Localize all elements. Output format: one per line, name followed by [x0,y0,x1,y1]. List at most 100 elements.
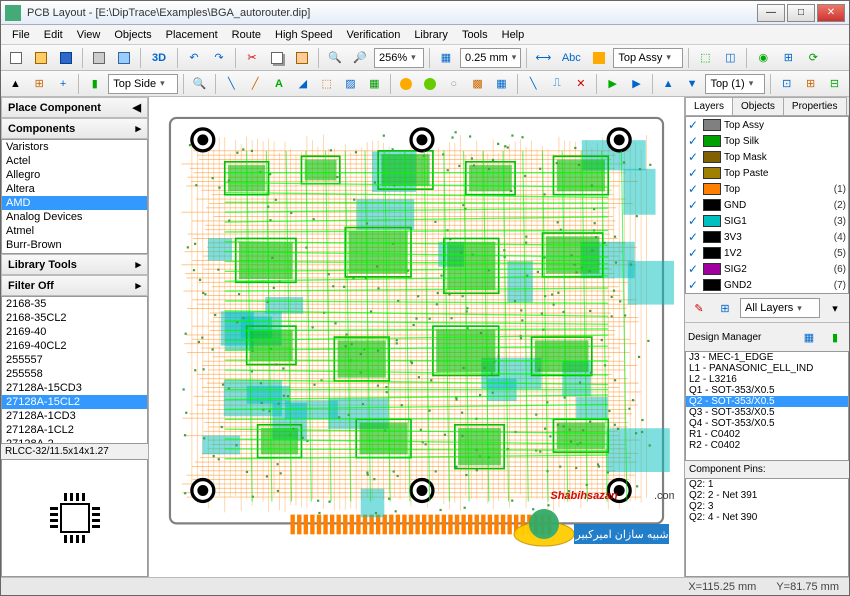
design-manager-list[interactable]: J3 - MEC-1_EDGEL1 - PANASONIC_ELL_INDL2 … [685,351,849,461]
list-item[interactable]: 2169-40CL2 [2,339,147,353]
manufacturer-list[interactable]: VaristorsActelAllegroAlteraAMDAnalog Dev… [1,139,148,254]
list-item[interactable]: Q2: 4 - Net 390 [686,512,848,523]
list-item[interactable]: Burr-Brown [2,238,147,252]
paste-icon[interactable] [291,47,313,69]
route-g-icon[interactable]: ▦ [364,73,385,95]
list-item[interactable]: 27128A-15CD3 [2,381,147,395]
filter-header[interactable]: Filter Off▸ [1,275,148,296]
pad-icon[interactable] [396,73,417,95]
layer-icon[interactable] [588,47,610,69]
abc-button[interactable]: Abc [557,47,585,69]
list-item[interactable]: Actel [2,154,147,168]
pointer-icon[interactable]: ▲ [5,73,26,95]
grid-icon[interactable]: ▦ [435,47,457,69]
trace-a-icon[interactable]: ╲ [523,73,544,95]
play-icon[interactable]: ▶ [602,73,623,95]
route-a-icon[interactable]: ╲ [221,73,242,95]
list-item[interactable]: R2 - C0402 [686,440,848,451]
list-item[interactable]: 2168-35CL2 [2,311,147,325]
menu-placement[interactable]: Placement [159,27,225,43]
undo-icon[interactable]: ↶ [183,47,205,69]
trace-c-icon[interactable]: ✕ [570,73,591,95]
parts-list[interactable]: 2168-352168-35CL22169-402169-40CL2255557… [1,296,148,444]
layer-row[interactable]: ✓1V2(5) [686,245,848,261]
layer-row[interactable]: ✓SIG2(6) [686,261,848,277]
layer-opts-icon[interactable]: ▾ [824,297,846,319]
layer-filter-combo[interactable]: All Layers [740,298,820,318]
new-icon[interactable] [5,47,27,69]
add-icon[interactable]: + [53,73,74,95]
tool-a-icon[interactable]: ⬚ [694,47,716,69]
list-item[interactable]: Q2: 2 - Net 391 [686,490,848,501]
keepout-icon[interactable]: ▦ [491,73,512,95]
layer-row[interactable]: ✓Top(1) [686,181,848,197]
pcb-canvas[interactable]: Shabihsazan .com شبیه سازان امیرکبیر [149,97,684,577]
route-f-icon[interactable]: ▨ [340,73,361,95]
maximize-button[interactable]: □ [787,4,815,22]
list-item[interactable]: R1 - C0402 [686,429,848,440]
component-icon[interactable]: ▮ [84,73,105,95]
list-item[interactable]: 27128A-2 [2,437,147,444]
3d-button[interactable]: 3D [146,47,172,69]
list-item[interactable]: 255557 [2,353,147,367]
layer-row[interactable]: ✓SIG1(3) [686,213,848,229]
zoom-in-icon[interactable]: 🔍 [324,47,346,69]
dm-refresh-icon[interactable]: ▮ [824,326,846,348]
layer-settings-icon[interactable]: ⊞ [714,297,736,319]
find-icon[interactable]: 🔍 [189,73,210,95]
list-item[interactable]: 27128A-15CL2 [2,395,147,409]
redo-icon[interactable]: ↷ [208,47,230,69]
grid-snap-icon[interactable]: ⊞ [29,73,50,95]
measure-icon[interactable]: ⟷ [532,47,554,69]
dm-filter-icon[interactable]: ▦ [798,326,820,348]
layer-up-icon[interactable]: ▲ [658,73,679,95]
list-item[interactable]: L1 - PANASONIC_ELL_IND [686,363,848,374]
print-icon[interactable] [88,47,110,69]
menu-library[interactable]: Library [407,27,455,43]
library-tools-header[interactable]: Library Tools▸ [1,254,148,275]
menu-tools[interactable]: Tools [455,27,495,43]
list-item[interactable]: Altera [2,182,147,196]
list-item[interactable]: 27128A-1CD3 [2,409,147,423]
layer-row[interactable]: ✓GND(2) [686,197,848,213]
tab-layers[interactable]: Layers [685,97,733,115]
tool-c-icon[interactable]: ◉ [752,47,774,69]
list-item[interactable]: Atmel [2,224,147,238]
close-button[interactable]: ✕ [817,4,845,22]
cut-icon[interactable]: ✂ [241,47,263,69]
route-d-icon[interactable]: ◢ [292,73,313,95]
menu-verification[interactable]: Verification [340,27,408,43]
list-item[interactable]: 27128A-1CL2 [2,423,147,437]
list-item[interactable]: 255558 [2,367,147,381]
refresh-icon[interactable]: ⟳ [802,47,824,69]
layer-row[interactable]: ✓Top Paste [686,165,848,181]
grid-combo[interactable]: 0.25 mm [460,48,521,68]
layer-row[interactable]: ✓3V3(4) [686,229,848,245]
layer-row[interactable]: ✓GND2(7) [686,277,848,293]
list-item[interactable]: Q2 - SOT-353/X0.5 [686,396,848,407]
preview-icon[interactable] [113,47,135,69]
layer-add-icon[interactable]: ✎ [688,297,710,319]
tab-properties[interactable]: Properties [783,97,847,115]
tab-objects[interactable]: Objects [732,97,784,115]
menu-file[interactable]: File [5,27,37,43]
route-e-icon[interactable]: ⬚ [316,73,337,95]
verify-icon[interactable]: ▶ [626,73,647,95]
menu-edit[interactable]: Edit [37,27,70,43]
menu-route[interactable]: Route [225,27,268,43]
hole-icon[interactable]: ○ [443,73,464,95]
list-item[interactable]: L2 - L3216 [686,374,848,385]
copy-icon[interactable] [266,47,288,69]
list-item[interactable]: J3 - MEC-1_EDGE [686,352,848,363]
place-component-header[interactable]: Place Component◀ [1,97,148,118]
route-b-icon[interactable]: ╱ [245,73,266,95]
list-item[interactable]: Q2: 3 [686,501,848,512]
layer-combo[interactable]: Top (1) [705,74,765,94]
misc-c-icon[interactable]: ⊟ [824,73,845,95]
components-header[interactable]: Components▸ [1,118,148,139]
list-item[interactable]: Q1 - SOT-353/X0.5 [686,385,848,396]
side-combo[interactable]: Top Side [108,74,178,94]
list-item[interactable]: Varistors [2,140,147,154]
menu-high-speed[interactable]: High Speed [268,27,340,43]
via-icon[interactable] [420,73,441,95]
